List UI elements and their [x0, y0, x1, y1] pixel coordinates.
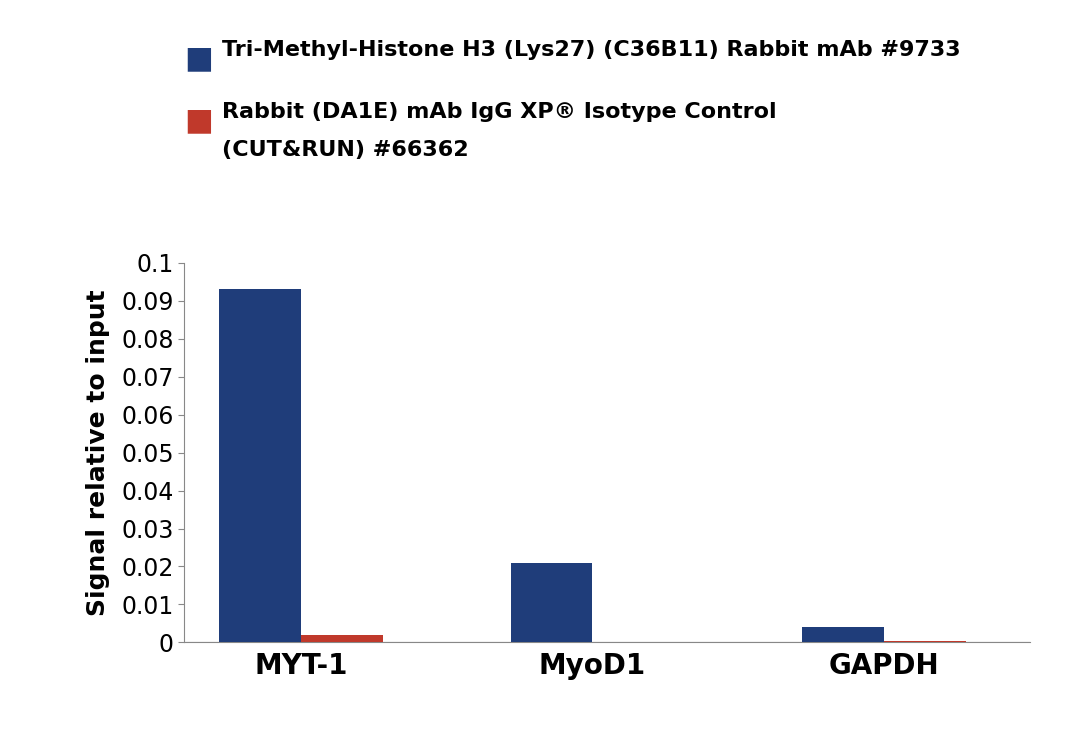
Bar	[511, 563, 593, 642]
Y-axis label: Signal relative to input: Signal relative to input	[86, 289, 111, 616]
Text: Tri-Methyl-Histone H3 (Lys27) (C36B11) Rabbit mAb #9733: Tri-Methyl-Histone H3 (Lys27) (C36B11) R…	[222, 40, 960, 60]
Text: ■: ■	[184, 44, 214, 73]
Bar	[219, 289, 301, 642]
Text: (CUT&RUN) #66362: (CUT&RUN) #66362	[222, 140, 469, 160]
Text: ■: ■	[184, 106, 214, 135]
Bar	[301, 635, 383, 642]
Bar	[885, 641, 966, 642]
Text: Rabbit (DA1E) mAb IgG XP® Isotype Control: Rabbit (DA1E) mAb IgG XP® Isotype Contro…	[222, 102, 777, 122]
Bar	[802, 627, 885, 642]
